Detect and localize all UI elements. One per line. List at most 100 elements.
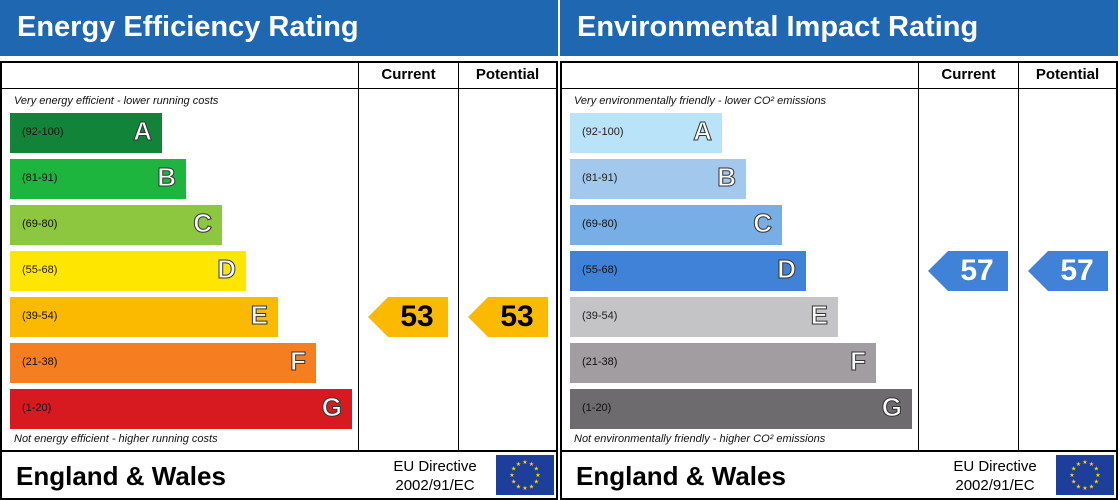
band-range-label: (55-68): [582, 264, 618, 276]
flag-star-icon: ★: [529, 483, 534, 490]
band-range-label: (81-91): [582, 172, 618, 184]
flag-star-icon: ★: [511, 479, 516, 486]
flag-star-icon: ★: [516, 483, 521, 490]
current-rating-arrow: 53: [368, 297, 448, 337]
potential-rating-arrow: 53: [468, 297, 548, 337]
footer-country: England & Wales: [576, 461, 786, 491]
flag-star-icon: ★: [511, 466, 516, 473]
directive-line-1: EU Directive: [953, 458, 1037, 475]
band-range-label: (21-38): [22, 356, 58, 368]
potential-rating-arrow: 57: [1028, 251, 1108, 291]
environmental-impact-panel: Environmental Impact Rating Current Pote…: [560, 0, 1120, 500]
top-note: Very environmentally friendly - lower CO…: [574, 95, 827, 107]
band-e: (39-54) E: [10, 297, 278, 337]
flag-star-icon: ★: [516, 461, 521, 468]
band-letter-label: B: [717, 162, 737, 193]
bottom-note: Not energy efficient - higher running co…: [14, 433, 218, 445]
column-divider: [358, 63, 359, 451]
eu-directive: EU Directive 2002/91/EC: [380, 457, 490, 495]
current-rating-value: 53: [400, 300, 434, 333]
flag-star-icon: ★: [509, 472, 514, 479]
band-letter-label: E: [250, 300, 268, 331]
band-f: (21-38) F: [570, 343, 876, 383]
band-d: (55-68) D: [570, 251, 806, 291]
footer-country: England & Wales: [16, 461, 226, 491]
band-letter-label: C: [753, 208, 773, 239]
column-divider: [918, 63, 919, 451]
potential-rating-value: 57: [1060, 254, 1094, 287]
flag-star-icon: ★: [1094, 466, 1099, 473]
band-range-label: (39-54): [22, 310, 58, 322]
potential-column-header: Potential: [1035, 66, 1100, 83]
column-divider: [1018, 63, 1019, 451]
band-range-label: (69-80): [582, 218, 618, 230]
current-column-header: Current: [381, 66, 436, 83]
flag-star-icon: ★: [1076, 461, 1081, 468]
flag-background: [496, 455, 554, 495]
flag-star-icon: ★: [1094, 479, 1099, 486]
band-b: (81-91) B: [570, 159, 746, 199]
bottom-note: Not environmentally friendly - higher CO…: [574, 433, 826, 445]
potential-column-header: Potential: [475, 66, 540, 83]
header-divider: [562, 88, 1116, 89]
band-letter-label: A: [133, 116, 153, 147]
energy-efficiency-panel: Energy Efficiency Rating Current Potenti…: [0, 0, 558, 500]
flag-star-icon: ★: [1071, 466, 1076, 473]
band-letter-label: F: [290, 346, 307, 377]
current-rating-arrow: 57: [928, 251, 1008, 291]
eu-directive: EU Directive 2002/91/EC: [940, 457, 1050, 495]
band-c: (69-80) C: [10, 205, 222, 245]
band-range-label: (81-91): [22, 172, 58, 184]
band-d: (55-68) D: [10, 251, 246, 291]
band-letter-label: C: [193, 208, 213, 239]
directive-line-1: EU Directive: [393, 458, 477, 475]
potential-rating-value: 53: [500, 300, 534, 333]
flag-star-icon: ★: [1071, 479, 1076, 486]
flag-background: [1056, 455, 1114, 495]
panel-title: Environmental Impact Rating: [560, 0, 1118, 56]
band-b: (81-91) B: [10, 159, 186, 199]
band-range-label: (69-80): [22, 218, 58, 230]
directive-line-2: 2002/91/EC: [955, 477, 1035, 494]
rating-frame: Current Potential Very energy efficient …: [0, 61, 558, 500]
band-letter-label: D: [777, 254, 797, 285]
band-range-label: (1-20): [582, 402, 612, 414]
band-range-label: (21-38): [582, 356, 618, 368]
flag-star-icon: ★: [1095, 472, 1100, 479]
eu-flag-icon: ★★★★★★★★★ ★ ★★: [1056, 455, 1114, 495]
flag-star-icon: ★: [1089, 461, 1094, 468]
flag-star-icon: ★: [1082, 485, 1087, 492]
band-a: (92-100) A: [10, 113, 162, 153]
current-rating-value: 57: [960, 254, 994, 287]
band-range-label: (55-68): [22, 264, 58, 276]
band-g: (1-20) G: [10, 389, 352, 429]
directive-line-2: 2002/91/EC: [395, 477, 475, 494]
band-range-label: (92-100): [22, 126, 64, 138]
rating-frame: Current Potential Very environmentally f…: [560, 61, 1118, 500]
current-column-header: Current: [941, 66, 996, 83]
flag-star-icon: ★: [534, 466, 539, 473]
band-letter-label: D: [217, 254, 237, 285]
band-letter-label: B: [157, 162, 177, 193]
top-note: Very energy efficient - lower running co…: [14, 95, 219, 107]
band-range-label: (92-100): [582, 126, 624, 138]
flag-star-icon: ★: [529, 461, 534, 468]
eu-flag-icon: ★★★★★★★★★ ★ ★★: [496, 455, 554, 495]
band-letter-label: F: [850, 346, 867, 377]
flag-star-icon: ★: [1069, 472, 1074, 479]
band-f: (21-38) F: [10, 343, 316, 383]
band-range-label: (39-54): [582, 310, 618, 322]
column-divider: [458, 63, 459, 451]
flag-star-icon: ★: [522, 485, 527, 492]
band-a: (92-100) A: [570, 113, 722, 153]
band-range-label: (1-20): [22, 402, 52, 414]
flag-star-icon: ★: [1082, 459, 1087, 466]
flag-star-icon: ★: [522, 459, 527, 466]
panel-title: Energy Efficiency Rating: [0, 0, 558, 56]
flag-star-icon: ★: [534, 479, 539, 486]
band-letter-label: G: [881, 392, 902, 423]
band-letter-label: A: [693, 116, 713, 147]
band-letter-label: E: [810, 300, 828, 331]
header-divider: [2, 88, 556, 89]
